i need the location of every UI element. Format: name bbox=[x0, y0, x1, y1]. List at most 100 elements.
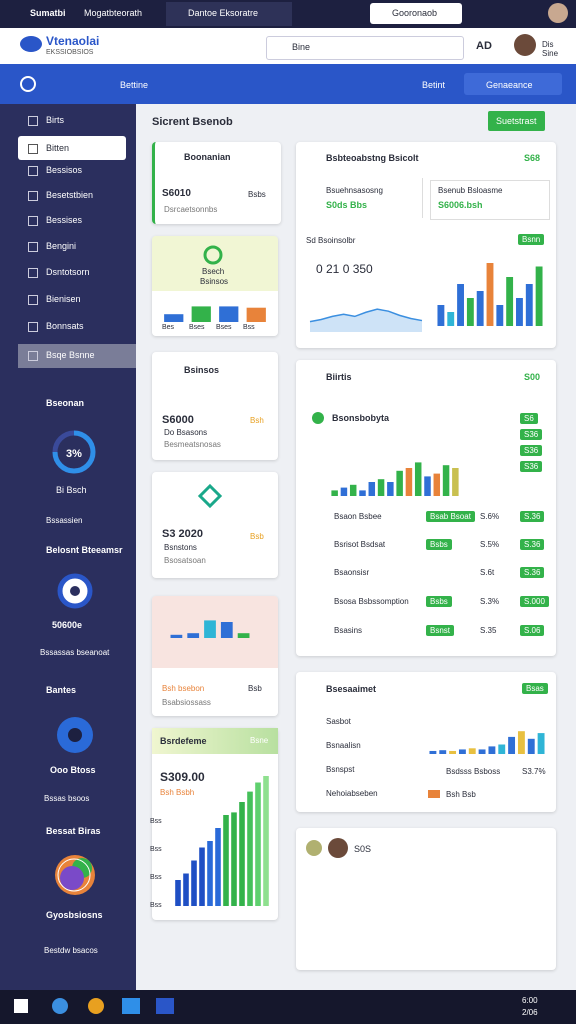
bar bbox=[223, 815, 229, 906]
logo bbox=[20, 36, 42, 52]
bar bbox=[246, 307, 266, 322]
tab[interactable]: Dantoe Eksoratre bbox=[188, 8, 259, 18]
user-code[interactable]: AD bbox=[476, 40, 492, 52]
user-avatar[interactable] bbox=[514, 34, 536, 56]
tab[interactable]: Mogatbteorath bbox=[84, 8, 143, 18]
row-label: Bsnspst bbox=[326, 765, 355, 774]
bar-label: Bses bbox=[216, 324, 232, 331]
bar bbox=[447, 312, 455, 326]
sidebar-item[interactable]: Dsntotsorn bbox=[46, 267, 90, 277]
card-side: Bsb bbox=[248, 684, 262, 693]
row-label: Bsaonsisr bbox=[334, 568, 370, 577]
bar bbox=[424, 476, 431, 496]
sidebar-icon bbox=[28, 116, 38, 126]
search-text: Bine bbox=[292, 42, 311, 52]
sidebar-item[interactable]: Bonnsats bbox=[46, 321, 84, 331]
app-icon[interactable] bbox=[156, 998, 174, 1014]
row-value: S.6t bbox=[480, 568, 495, 577]
card bbox=[152, 596, 278, 716]
sidebar-item[interactable]: Bsqe Bsnne bbox=[46, 350, 95, 360]
figure: 0 21 0 350 bbox=[316, 262, 373, 276]
bar bbox=[237, 633, 250, 638]
search-box[interactable] bbox=[266, 36, 464, 60]
card-title: S0S bbox=[354, 844, 372, 854]
row-info: Bsdsss Bsboss bbox=[446, 767, 501, 776]
nav-icon[interactable] bbox=[20, 76, 36, 92]
sidebar-item[interactable]: Bengini bbox=[46, 241, 77, 251]
nav-item[interactable]: Betint bbox=[422, 80, 446, 90]
card-caption: Dsrcaetsonnbs bbox=[164, 205, 218, 214]
bar bbox=[405, 468, 413, 496]
bar bbox=[247, 791, 253, 906]
widget-title: Bessat Biras bbox=[46, 826, 101, 836]
bar bbox=[442, 465, 450, 496]
bar bbox=[414, 462, 422, 496]
card-title: Bsech bbox=[202, 267, 225, 276]
bar bbox=[527, 738, 535, 754]
side-badge: S6 bbox=[520, 413, 538, 424]
widget-footer: Bssassas bseanoat bbox=[40, 648, 110, 657]
tab[interactable]: Sumatbi bbox=[30, 8, 66, 18]
sidebar-icon bbox=[28, 322, 38, 332]
widget-title: Belosnt Bteeamsr bbox=[46, 545, 123, 555]
bar-chart bbox=[331, 462, 459, 496]
row-label: Bsasins bbox=[334, 626, 363, 635]
chart-badge: Bsnn bbox=[518, 234, 545, 245]
card-footer: Bsosatsoan bbox=[164, 556, 206, 565]
sidebar-item[interactable]: Birts bbox=[46, 115, 64, 125]
bar bbox=[231, 812, 237, 906]
card-caption: Bsnstons bbox=[164, 543, 197, 552]
bar bbox=[255, 782, 261, 906]
tab[interactable]: Gooronaob bbox=[392, 8, 438, 18]
sidebar-item[interactable]: Bitten bbox=[46, 143, 70, 153]
row-value: S.3% bbox=[480, 597, 500, 606]
sidebar-item[interactable]: Bessises bbox=[46, 215, 83, 225]
bar bbox=[437, 305, 445, 326]
icon bbox=[306, 840, 322, 856]
bar bbox=[452, 468, 459, 496]
nav-select[interactable] bbox=[464, 73, 562, 95]
card-value: S68 bbox=[524, 153, 541, 163]
icon bbox=[312, 412, 324, 424]
widget-value: 3% bbox=[66, 448, 82, 460]
app-icon[interactable] bbox=[122, 998, 140, 1014]
row-label: Nehoiabseben bbox=[326, 789, 378, 798]
bar bbox=[183, 873, 189, 906]
bar bbox=[517, 731, 525, 754]
sidebar-item[interactable]: Bienisen bbox=[46, 294, 81, 304]
bar bbox=[164, 314, 184, 322]
sidebar bbox=[0, 104, 136, 990]
clock-date: 2/06 bbox=[522, 1008, 538, 1017]
start-button[interactable] bbox=[14, 999, 28, 1013]
user-name: Dis Sine bbox=[542, 40, 559, 58]
axis-label: Bss bbox=[150, 902, 162, 909]
row-label: Bsosa Bsbssomption bbox=[334, 597, 409, 606]
card-badge: Bsne bbox=[250, 736, 269, 745]
sidebar-icon bbox=[28, 191, 38, 201]
avatar[interactable] bbox=[548, 3, 568, 23]
bar bbox=[476, 291, 484, 326]
bar-chart bbox=[175, 776, 269, 906]
bar bbox=[219, 306, 239, 322]
card-value: S3 2020 bbox=[162, 528, 203, 540]
bar bbox=[199, 847, 205, 906]
bar bbox=[457, 284, 464, 326]
card-value: S00 bbox=[524, 372, 541, 382]
bar bbox=[331, 490, 338, 496]
bar-label: Bss bbox=[243, 324, 255, 331]
bar bbox=[263, 776, 269, 906]
primary-button[interactable]: Suetstrast bbox=[488, 111, 545, 131]
app-icon[interactable] bbox=[52, 998, 68, 1014]
sidebar-item[interactable]: Bessisos bbox=[46, 165, 83, 175]
app-icon[interactable] bbox=[88, 998, 104, 1014]
sub-value: S0ds Bbs bbox=[326, 200, 368, 210]
widget-value: Ooo Btoss bbox=[50, 765, 96, 775]
bar bbox=[468, 748, 476, 754]
axis-label: Bss bbox=[150, 818, 162, 825]
widget-title: Bseonan bbox=[46, 398, 85, 408]
nav-item[interactable]: Bettine bbox=[120, 80, 149, 90]
bar bbox=[498, 744, 506, 754]
sidebar-item[interactable]: Besetstbien bbox=[46, 190, 94, 200]
bar bbox=[466, 298, 474, 326]
card-title: Bsesaaimet bbox=[326, 684, 377, 694]
